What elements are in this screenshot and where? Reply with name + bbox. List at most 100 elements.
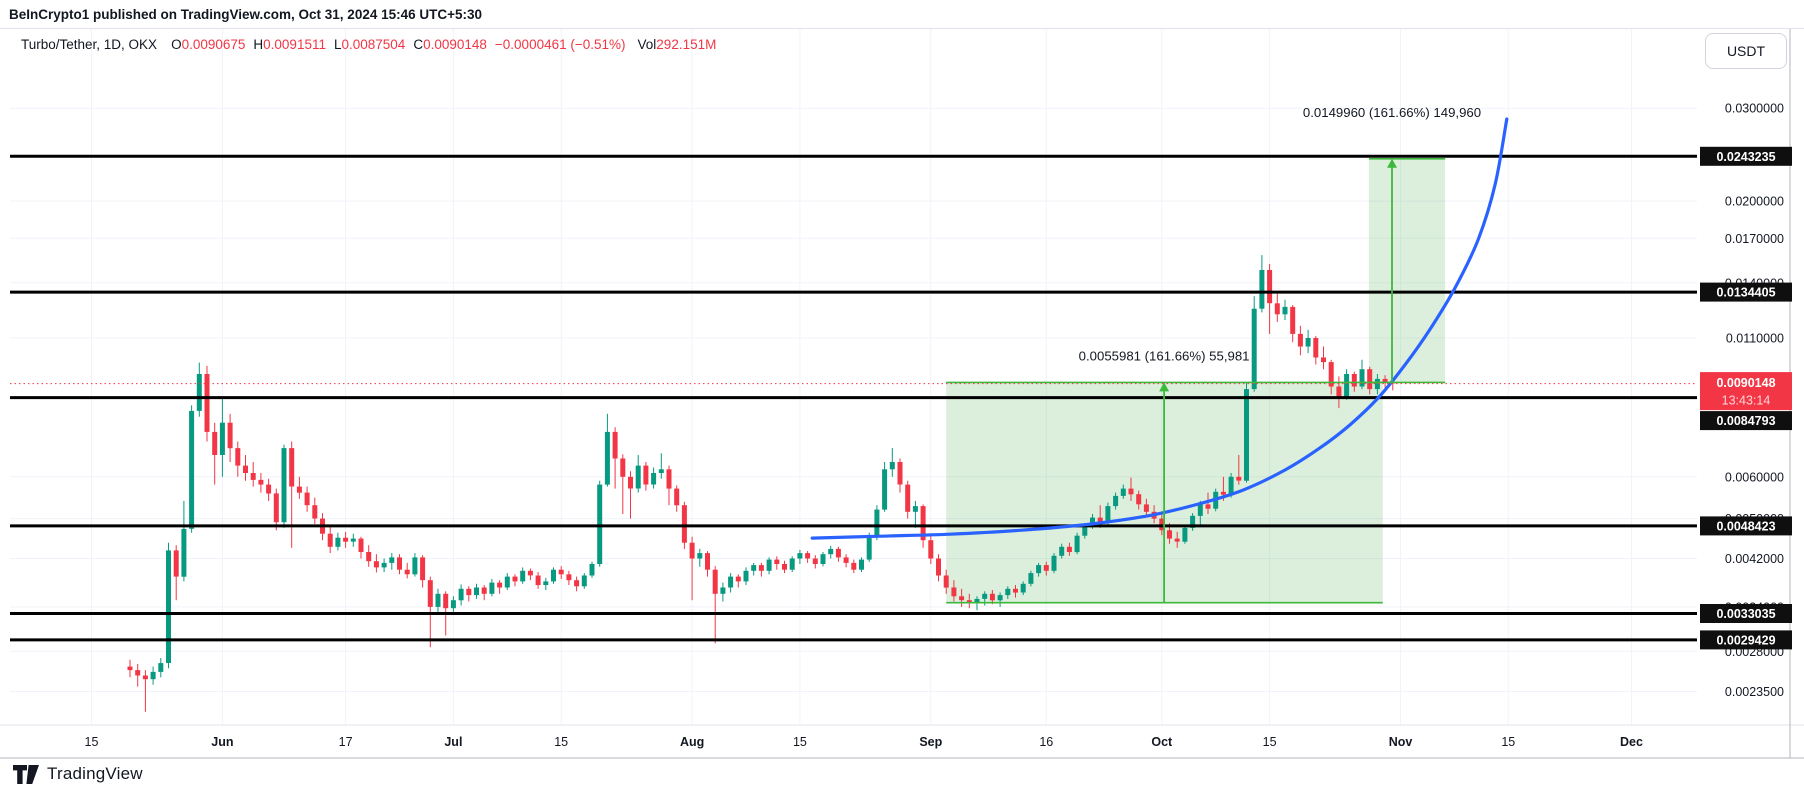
candle-body — [1082, 526, 1088, 536]
time-axis-label[interactable]: 16 — [1039, 735, 1053, 749]
candle-body — [1305, 338, 1311, 347]
candle-body — [966, 600, 972, 603]
candle-body — [1367, 369, 1373, 390]
candle-body — [358, 538, 364, 552]
candle-body — [1205, 504, 1211, 509]
time-axis-label[interactable]: 15 — [793, 735, 807, 749]
price-axis-label[interactable]: 0.0023500 — [1725, 685, 1784, 699]
candle-body — [989, 593, 995, 601]
symbol-info-row[interactable]: Turbo/Tether, 1D, OKX O0.0090675 H0.0091… — [21, 37, 724, 52]
candle-body — [135, 670, 141, 676]
high-label: H — [253, 37, 264, 52]
time-axis-label[interactable]: 15 — [1501, 735, 1515, 749]
candle-body — [520, 570, 526, 582]
time-axis[interactable]: 15 Jun 17 Jul 15 Aug 15 Sep 16 Oct 15 Nov 15 Dec — [0, 28, 1804, 759]
candle-body — [127, 666, 133, 671]
trend-curve[interactable] — [810, 117, 1509, 540]
candle-body — [512, 576, 518, 582]
candle-body — [628, 476, 633, 489]
candle-body — [535, 575, 541, 586]
candle-body — [1143, 504, 1149, 512]
candle-body — [412, 557, 418, 575]
price-axis[interactable]: 0.03000000.02000000.01700000.01400000.01… — [1700, 102, 1792, 699]
time-axis-label[interactable]: 15 — [85, 735, 99, 749]
level-price-box-label: 0.0243235 — [1716, 150, 1775, 164]
volume-field: Vol292.151M — [638, 37, 717, 52]
candle-body — [1028, 573, 1034, 584]
currency-toggle-button[interactable]: USDT — [1705, 33, 1787, 69]
candle-body — [1074, 535, 1080, 553]
candle-body — [1066, 546, 1072, 552]
candle-body — [497, 582, 503, 588]
curve-layer[interactable] — [810, 117, 1509, 540]
candle-body — [266, 484, 272, 494]
time-axis-label[interactable]: Dec — [1620, 735, 1643, 749]
price-axis-label[interactable]: 0.0200000 — [1725, 195, 1784, 209]
price-axis-label[interactable]: 0.0300000 — [1725, 102, 1784, 116]
candle-body — [782, 564, 787, 570]
candle-body — [273, 493, 279, 523]
candle-body — [343, 537, 349, 542]
candle-body — [1190, 515, 1196, 528]
candle-body — [543, 581, 549, 585]
time-axis-label[interactable]: Nov — [1389, 735, 1413, 749]
time-axis-label[interactable]: Jul — [444, 735, 462, 749]
candle-body — [1197, 504, 1203, 516]
candle-body — [843, 557, 849, 563]
candle-body — [574, 580, 580, 587]
candle-body — [951, 587, 957, 597]
candle-body — [212, 431, 218, 455]
candle-body — [889, 462, 895, 470]
price-axis-label[interactable]: 0.0170000 — [1725, 232, 1784, 246]
level-price-box-label: 0.0033035 — [1716, 607, 1775, 621]
candle-body — [859, 559, 864, 570]
candle-body — [928, 540, 934, 559]
candle-body — [1097, 517, 1103, 523]
candle-body — [1321, 357, 1326, 363]
candle-body — [1051, 555, 1057, 571]
time-axis-label[interactable]: 15 — [554, 735, 568, 749]
tradingview-logo[interactable]: TradingView — [13, 764, 143, 784]
candle-body — [1113, 495, 1119, 507]
price-axis-label[interactable]: 0.0042000 — [1725, 552, 1784, 566]
symbol-name[interactable]: Turbo/Tether, 1D, OKX — [21, 37, 158, 52]
candle-body — [758, 565, 764, 571]
candle-body — [489, 582, 495, 594]
time-axis-label[interactable]: 17 — [339, 735, 353, 749]
candle-body — [1236, 476, 1242, 481]
candle-body — [381, 562, 387, 568]
open-label: O — [171, 37, 182, 52]
time-axis-label[interactable]: Oct — [1151, 735, 1173, 749]
candle-body — [1382, 378, 1388, 383]
candle-body — [312, 505, 318, 519]
tradingview-logo-icon — [13, 764, 39, 784]
candle-body — [250, 473, 256, 480]
candle-body — [797, 553, 803, 559]
candle-body — [1090, 517, 1095, 526]
candle-body — [235, 448, 241, 466]
candle-body — [1120, 488, 1126, 496]
candle-body — [450, 600, 456, 609]
last-price-box — [1700, 372, 1792, 411]
candle-body — [643, 465, 649, 485]
time-axis-label[interactable]: Jun — [211, 735, 233, 749]
time-axis-label[interactable]: Sep — [919, 735, 942, 749]
level-price-box — [1700, 411, 1792, 431]
candle-body — [912, 506, 918, 512]
arrow-up-icon — [1159, 382, 1170, 392]
time-axis-label[interactable]: Aug — [680, 735, 704, 749]
time-axis-label[interactable]: 15 — [1263, 735, 1277, 749]
candle-body — [982, 593, 988, 599]
last-price-value: 0.0090148 — [1716, 376, 1775, 390]
candle-body — [897, 462, 903, 485]
price-axis-label[interactable]: 0.0110000 — [1726, 332, 1784, 346]
price-axis-label[interactable]: 0.0060000 — [1725, 470, 1784, 484]
projection-box-measure-2[interactable] — [1368, 158, 1446, 383]
candle-body — [219, 422, 225, 455]
candle-body — [766, 559, 772, 571]
candles-layer[interactable] — [127, 255, 1396, 712]
candle-body — [720, 587, 726, 594]
candle-body — [943, 575, 949, 588]
candle-body — [974, 598, 980, 603]
